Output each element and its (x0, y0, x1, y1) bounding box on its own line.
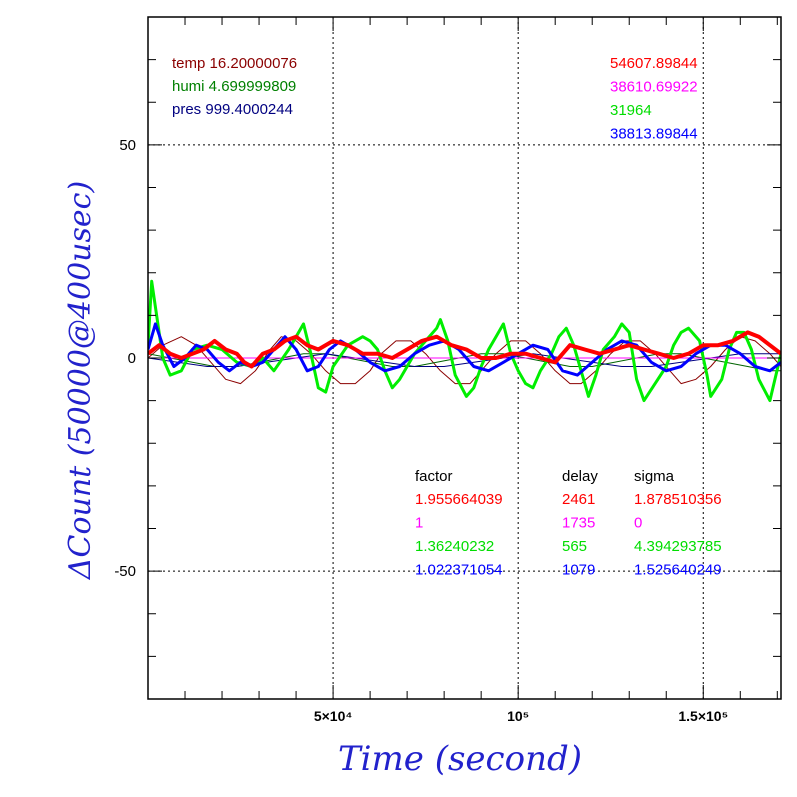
stats-cell-3-1: 1079 (562, 562, 595, 579)
x-tick-label-1: 10⁵ (507, 708, 529, 724)
y-tick-label-0: 50 (119, 137, 136, 154)
ticks: 5×10⁴ 10⁵ 1.5×10⁵ 50 0 -50 (114, 17, 781, 724)
stats-header-delay: delay (562, 468, 598, 485)
x-tick-label-2: 1.5×10⁵ (678, 708, 728, 724)
env-label-0: temp 16.20000076 (172, 55, 297, 72)
series-line-5 (148, 322, 781, 377)
mean-value-3: 38813.89844 (610, 126, 698, 143)
stats-cell-1-2: 0 (634, 515, 642, 532)
stats-cell-3-0: 1.022371054 (415, 562, 503, 579)
mean-value-0: 54607.89844 (610, 55, 698, 72)
y-axis-label: ΔCount (50000@400usec) (63, 181, 98, 580)
env-label-2: pres 999.4000244 (172, 101, 293, 118)
stats-cell-2-0: 1.36240232 (415, 538, 494, 555)
stats-cell-0-0: 1.955664039 (415, 491, 503, 508)
stats-cell-3-2: 1.525640249 (634, 562, 722, 579)
env-label-1: humi 4.699999809 (172, 78, 296, 95)
plot-frame (147, 16, 782, 700)
stats-header-sigma: sigma (634, 468, 675, 485)
series-line-6 (148, 330, 781, 369)
y-tick-label-2: -50 (114, 563, 136, 580)
plot-area (148, 279, 781, 403)
mean-value-2: 31964 (610, 102, 652, 119)
stats-header-factor: factor (415, 468, 453, 485)
stats-cell-1-0: 1 (415, 515, 423, 532)
stats-cell-0-2: 1.878510356 (634, 491, 722, 508)
stats-cell-2-2: 4.394293785 (634, 538, 722, 555)
labels: temp 16.20000076 humi 4.699999809 pres 999… (172, 55, 722, 579)
x-axis-label: Time (second) (338, 739, 582, 779)
stats-cell-1-1: 1735 (562, 515, 595, 532)
mean-value-1: 38610.69922 (610, 79, 698, 96)
stats-cell-0-1: 2461 (562, 491, 595, 508)
x-tick-label-0: 5×10⁴ (314, 708, 353, 724)
y-tick-label-1: 0 (128, 350, 136, 367)
stats-cell-2-1: 565 (562, 538, 587, 555)
